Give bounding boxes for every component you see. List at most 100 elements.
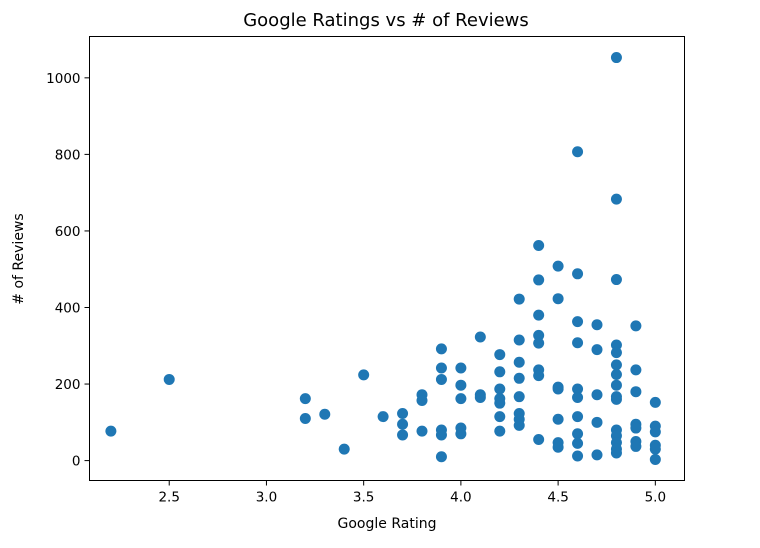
data-point	[513, 334, 525, 346]
data-point	[163, 373, 175, 385]
data-point	[455, 362, 467, 374]
data-point	[610, 379, 622, 391]
data-point	[435, 373, 447, 385]
data-point	[533, 329, 545, 341]
data-point	[552, 413, 564, 425]
data-point	[377, 411, 389, 423]
data-point	[533, 274, 545, 286]
data-point	[649, 396, 661, 408]
data-point	[572, 316, 584, 328]
data-point	[338, 443, 350, 455]
data-point	[630, 364, 642, 376]
data-point	[435, 362, 447, 374]
data-point	[533, 370, 545, 382]
data-point	[572, 428, 584, 440]
data-point	[649, 443, 661, 455]
data-point	[416, 425, 428, 437]
chart-title: Google Ratings vs # of Reviews	[243, 10, 529, 31]
data-point	[494, 366, 506, 378]
data-point	[513, 372, 525, 384]
data-point	[610, 274, 622, 286]
x-tick-label: 2.5	[158, 490, 179, 506]
data-point	[572, 437, 584, 449]
data-point	[455, 379, 467, 391]
x-tick-label: 5.0	[645, 490, 666, 506]
data-point	[610, 368, 622, 380]
data-point	[649, 426, 661, 438]
data-point	[435, 343, 447, 355]
data-point	[552, 441, 564, 453]
data-point	[610, 193, 622, 205]
x-tick-label: 4.5	[547, 490, 568, 506]
data-point	[533, 434, 545, 446]
y-axis: 0 200 400 600 800 1000	[46, 71, 90, 470]
data-point	[533, 309, 545, 321]
data-point	[319, 408, 331, 420]
data-point	[494, 425, 506, 437]
data-point	[572, 391, 584, 403]
data-point	[397, 418, 409, 430]
data-point	[610, 339, 622, 351]
y-tick-label: 1000	[46, 71, 80, 87]
data-point	[572, 146, 584, 158]
y-tick-label: 600	[55, 224, 81, 240]
data-point	[494, 397, 506, 409]
data-point	[610, 359, 622, 371]
data-point	[513, 391, 525, 403]
y-tick-label: 800	[55, 147, 81, 163]
data-point	[474, 391, 486, 403]
data-point	[591, 344, 603, 356]
data-point	[455, 393, 467, 405]
data-point	[474, 331, 486, 343]
data-point	[572, 450, 584, 462]
data-point	[591, 416, 603, 428]
y-tick-label: 0	[72, 454, 81, 470]
data-point	[513, 293, 525, 305]
data-point	[610, 447, 622, 459]
data-point	[552, 260, 564, 272]
data-point	[494, 383, 506, 395]
data-point	[572, 337, 584, 349]
data-point	[572, 268, 584, 280]
data-point	[610, 393, 622, 405]
data-point	[630, 440, 642, 452]
data-point	[299, 393, 311, 405]
data-point	[513, 356, 525, 368]
data-point	[591, 319, 603, 331]
data-point	[630, 320, 642, 332]
data-point	[552, 383, 564, 395]
plot-frame	[89, 36, 685, 481]
y-axis-label: # of Reviews	[11, 213, 27, 304]
data-point	[397, 429, 409, 441]
data-point	[572, 383, 584, 395]
data-point	[572, 411, 584, 423]
y-tick-label: 400	[55, 300, 81, 316]
data-point	[591, 449, 603, 461]
data-point	[455, 428, 467, 440]
x-axis-label: Google Rating	[338, 516, 437, 532]
data-point	[533, 239, 545, 251]
data-point	[416, 395, 428, 406]
data-point	[358, 369, 370, 381]
x-tick-label: 3.0	[256, 490, 277, 506]
data-point	[513, 419, 525, 431]
data-point	[649, 453, 661, 465]
data-point	[552, 293, 564, 305]
data-point	[630, 422, 642, 434]
y-tick-label: 200	[55, 377, 81, 393]
data-point	[533, 337, 545, 349]
x-tick-label: 3.5	[353, 490, 374, 506]
data-point	[299, 412, 311, 424]
data-point	[494, 411, 506, 423]
data-point	[610, 52, 622, 64]
data-point	[105, 425, 117, 437]
data-points	[105, 52, 661, 465]
data-point	[591, 389, 603, 401]
x-axis: 2.5 3.0 3.5 4.0 4.5 5.0	[158, 480, 666, 506]
data-point	[435, 429, 447, 441]
x-tick-label: 4.0	[450, 490, 471, 506]
data-point	[397, 408, 409, 420]
data-point	[435, 451, 447, 463]
data-point	[630, 386, 642, 398]
